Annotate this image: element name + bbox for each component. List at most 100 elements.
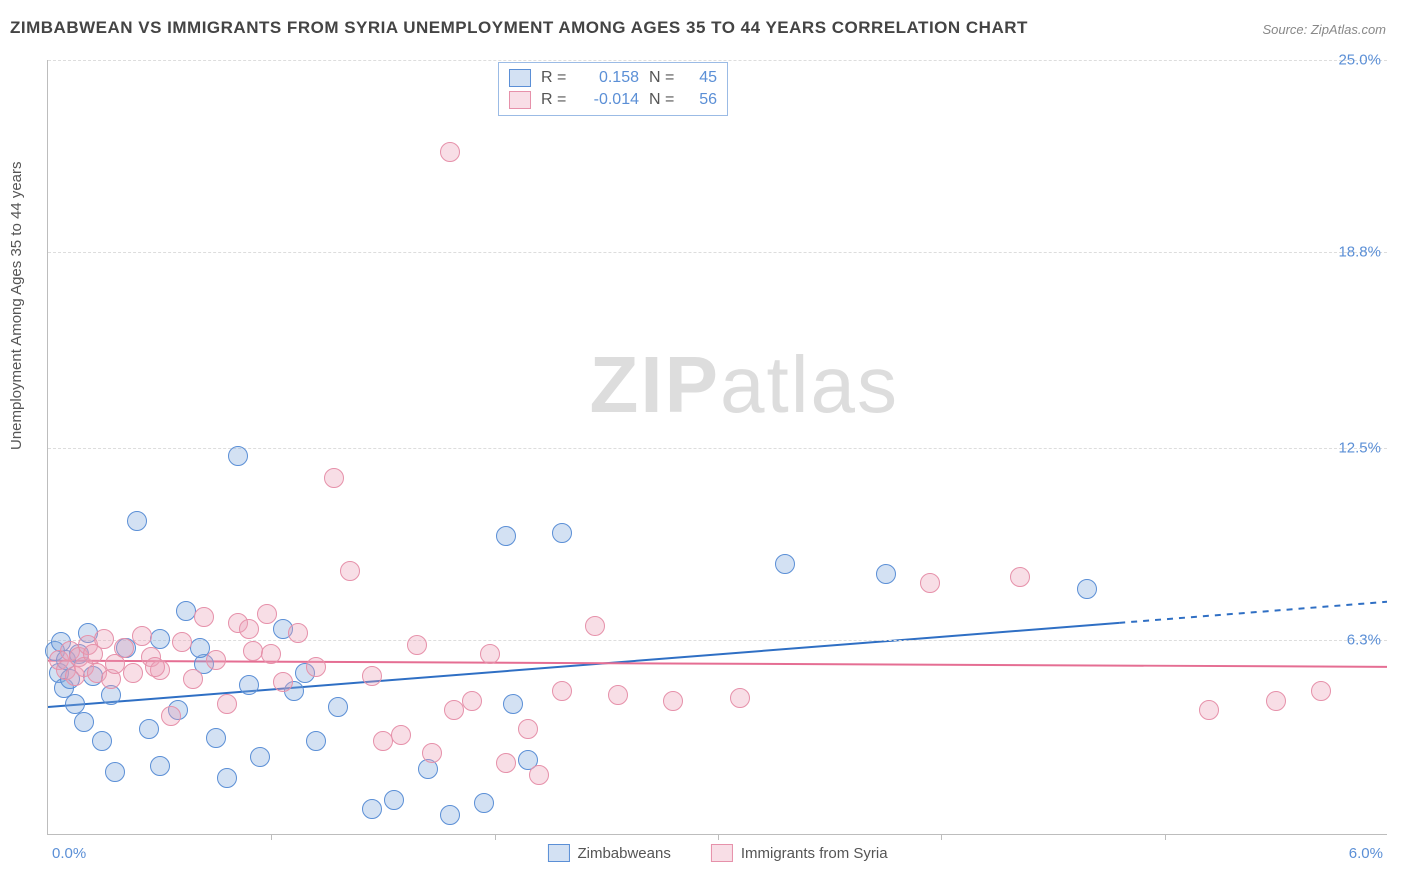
- r-value: -0.014: [579, 91, 639, 109]
- scatter-point: [257, 604, 277, 624]
- chart-title: ZIMBABWEAN VS IMMIGRANTS FROM SYRIA UNEM…: [10, 18, 1028, 38]
- watermark-zip: ZIP: [590, 340, 720, 429]
- scatter-point: [552, 523, 572, 543]
- y-tick-label: 12.5%: [1338, 439, 1381, 456]
- x-axis-min-label: 0.0%: [52, 845, 86, 862]
- legend-swatch: [509, 69, 531, 87]
- n-label: N =: [649, 91, 677, 109]
- x-axis-max-label: 6.0%: [1349, 845, 1383, 862]
- correlation-row: R = -0.014 N = 56: [509, 89, 717, 111]
- legend-swatch: [509, 91, 531, 109]
- scatter-point: [1077, 579, 1097, 599]
- scatter-point: [462, 691, 482, 711]
- scatter-point: [503, 694, 523, 714]
- correlation-row: R = 0.158 N = 45: [509, 67, 717, 89]
- x-tick-mark: [495, 834, 496, 840]
- scatter-point: [775, 554, 795, 574]
- scatter-point: [730, 688, 750, 708]
- r-value: 0.158: [579, 69, 639, 87]
- scatter-point: [324, 468, 344, 488]
- scatter-point: [243, 641, 263, 661]
- legend-item: Zimbabweans: [547, 844, 670, 862]
- gridline: [48, 60, 1387, 61]
- scatter-point: [362, 799, 382, 819]
- scatter-point: [306, 731, 326, 751]
- scatter-point: [496, 753, 516, 773]
- scatter-point: [585, 616, 605, 636]
- scatter-point: [228, 446, 248, 466]
- gridline: [48, 640, 1387, 641]
- scatter-point: [362, 666, 382, 686]
- scatter-point: [217, 694, 237, 714]
- scatter-point: [94, 629, 114, 649]
- scatter-point: [161, 706, 181, 726]
- scatter-point: [440, 805, 460, 825]
- scatter-point: [1266, 691, 1286, 711]
- scatter-point: [206, 650, 226, 670]
- scatter-point: [114, 638, 134, 658]
- scatter-point: [422, 743, 442, 763]
- scatter-point: [474, 793, 494, 813]
- r-label: R =: [541, 91, 569, 109]
- scatter-point: [920, 573, 940, 593]
- scatter-point: [172, 632, 192, 652]
- scatter-point: [65, 694, 85, 714]
- scatter-point: [391, 725, 411, 745]
- scatter-point: [250, 747, 270, 767]
- y-tick-label: 18.8%: [1338, 244, 1381, 261]
- scatter-point: [217, 768, 237, 788]
- x-tick-mark: [718, 834, 719, 840]
- scatter-point: [273, 672, 293, 692]
- scatter-point: [123, 663, 143, 683]
- n-value: 56: [687, 91, 717, 109]
- scatter-point: [206, 728, 226, 748]
- scatter-point: [552, 681, 572, 701]
- scatter-point: [407, 635, 427, 655]
- source-label: Source: ZipAtlas.com: [1262, 22, 1386, 37]
- series-legend: Zimbabweans Immigrants from Syria: [547, 844, 887, 862]
- scatter-point: [105, 762, 125, 782]
- scatter-point: [444, 700, 464, 720]
- scatter-plot-area: ZIPatlas R =0.158N =45R =-0.014N =56 0.0…: [47, 60, 1387, 835]
- scatter-point: [132, 626, 152, 646]
- y-axis-label: Unemployment Among Ages 35 to 44 years: [8, 161, 25, 450]
- n-value: 45: [687, 69, 717, 87]
- scatter-point: [1199, 700, 1219, 720]
- scatter-point: [608, 685, 628, 705]
- scatter-point: [150, 756, 170, 776]
- watermark: ZIPatlas: [590, 339, 899, 431]
- legend-label: Zimbabweans: [577, 845, 670, 862]
- watermark-atlas: atlas: [720, 340, 899, 429]
- scatter-point: [496, 526, 516, 546]
- x-tick-mark: [941, 834, 942, 840]
- scatter-point: [150, 629, 170, 649]
- n-label: N =: [649, 69, 677, 87]
- legend-swatch: [547, 844, 569, 862]
- legend-swatch: [711, 844, 733, 862]
- scatter-point: [340, 561, 360, 581]
- scatter-point: [127, 511, 147, 531]
- trend-line-solid: [48, 661, 1387, 667]
- legend-label: Immigrants from Syria: [741, 845, 888, 862]
- scatter-point: [518, 719, 538, 739]
- scatter-point: [92, 731, 112, 751]
- legend-item: Immigrants from Syria: [711, 844, 888, 862]
- x-tick-mark: [271, 834, 272, 840]
- scatter-point: [440, 142, 460, 162]
- scatter-point: [239, 675, 259, 695]
- gridline: [48, 252, 1387, 253]
- scatter-point: [239, 619, 259, 639]
- scatter-point: [261, 644, 281, 664]
- y-tick-label: 6.3%: [1347, 631, 1381, 648]
- scatter-point: [1311, 681, 1331, 701]
- scatter-point: [139, 719, 159, 739]
- scatter-point: [145, 657, 165, 677]
- scatter-point: [194, 607, 214, 627]
- r-label: R =: [541, 69, 569, 87]
- trend-line-dashed: [1119, 602, 1387, 623]
- scatter-point: [876, 564, 896, 584]
- scatter-point: [480, 644, 500, 664]
- x-tick-mark: [1165, 834, 1166, 840]
- scatter-point: [288, 623, 308, 643]
- scatter-point: [1010, 567, 1030, 587]
